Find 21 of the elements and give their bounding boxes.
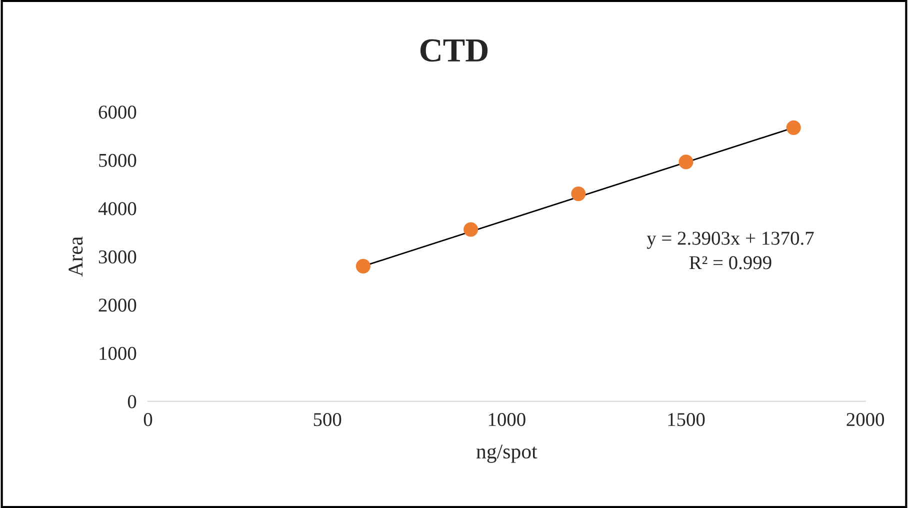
y-tick-label: 1000	[100, 346, 136, 360]
x-axis-title: ng/spot	[476, 444, 538, 463]
y-tick-label: 0	[128, 395, 136, 408]
y-tick-label: 6000	[98, 106, 136, 119]
point	[356, 258, 370, 274]
x-tick-label: 2000	[846, 412, 884, 426]
annotation: y = 2.3903x + 1370.7 R² = 0.999	[646, 232, 814, 270]
chart-title: CTD	[420, 39, 488, 62]
x-tick-label: 0	[144, 412, 152, 426]
point	[571, 186, 586, 202]
x-tick-label: 500	[314, 412, 342, 426]
point	[678, 154, 694, 170]
x-tick-label: 1000	[488, 412, 526, 426]
y-tick-label: 3000	[98, 250, 136, 264]
y-tick-label: 5000	[99, 154, 136, 167]
y-axis-title: Area	[68, 236, 83, 277]
y-tick-label: 4000	[98, 202, 136, 216]
point	[464, 222, 478, 237]
y-tick-label: 2000	[98, 298, 136, 312]
x-tick-label: 1500	[668, 412, 705, 426]
point	[786, 120, 801, 135]
